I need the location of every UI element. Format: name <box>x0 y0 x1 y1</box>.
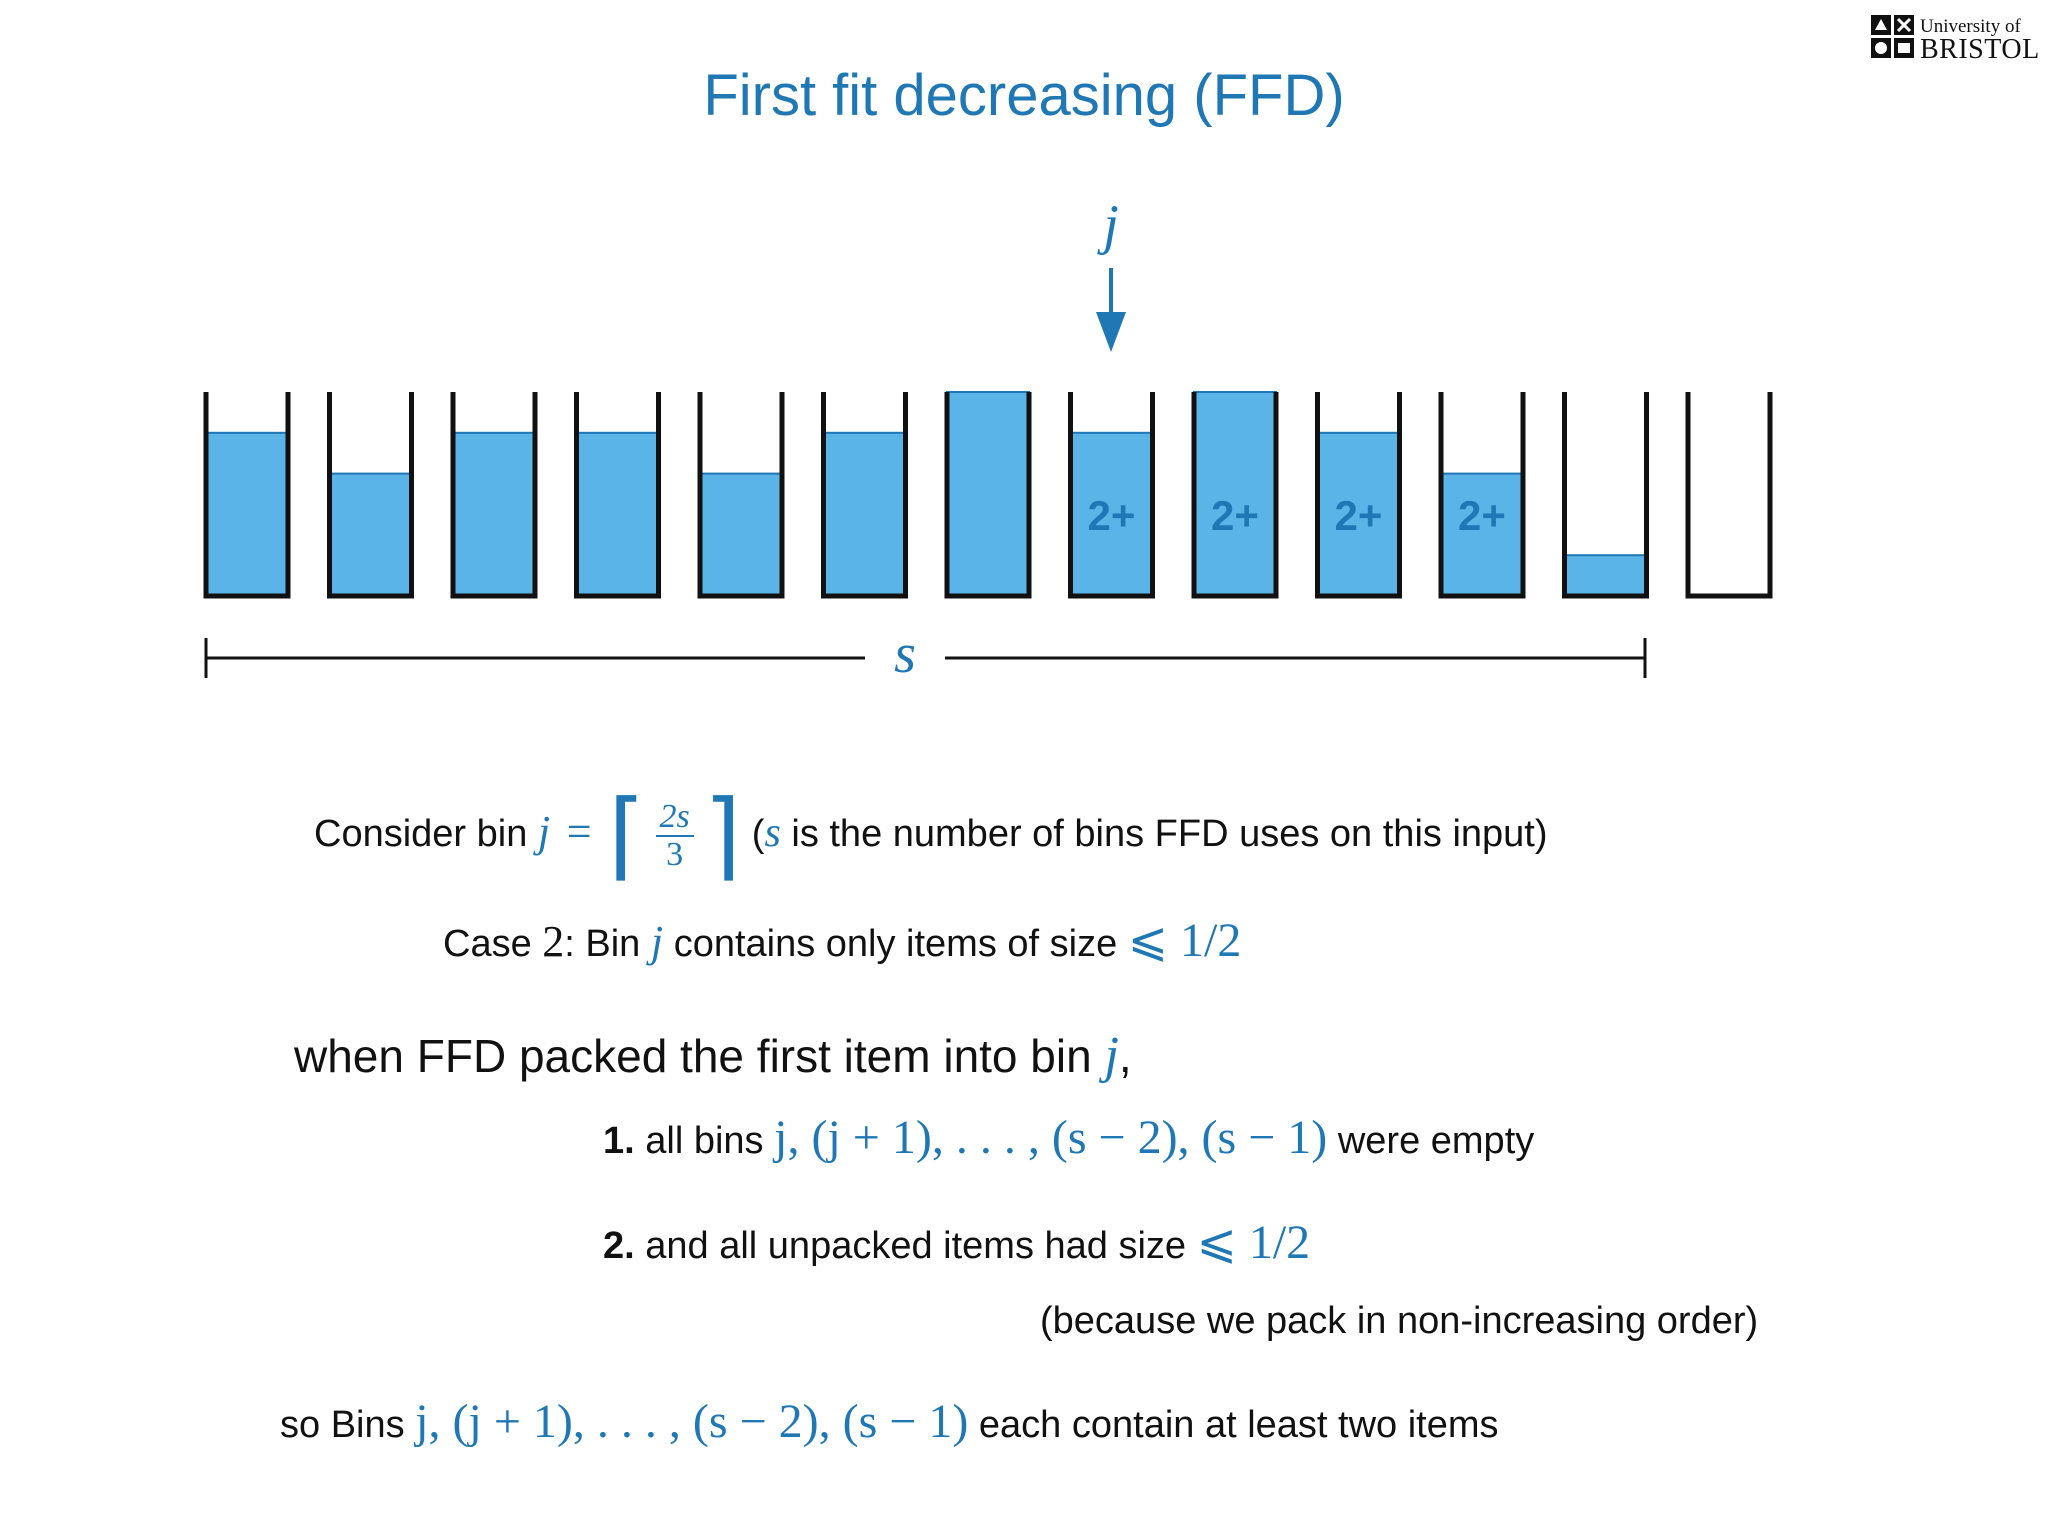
bin-10 <box>1315 392 1402 599</box>
when-var: j <box>1104 1027 1119 1084</box>
bin-fill-12 <box>1563 554 1648 598</box>
bin-11 <box>1438 392 1526 599</box>
fraction-num: 2s <box>659 798 690 835</box>
list-item-2: 2. and all unpacked items had size ⩽ 1/2 <box>603 1214 1310 1270</box>
bin-3 <box>450 392 538 599</box>
bin-6 <box>821 392 908 599</box>
pointer-arrowhead <box>1096 312 1126 352</box>
bin-9 <box>1191 392 1279 599</box>
bin-8 <box>1068 392 1155 599</box>
case-num: 2 <box>542 917 565 966</box>
when-suffix: , <box>1118 1030 1132 1082</box>
bin-label-8: 2+ <box>1088 492 1136 539</box>
list-item-1: 1. all bins j, (j + 1), . . . , (s − 2),… <box>603 1110 1534 1165</box>
logo-bristol: BRISTOL <box>1920 34 2040 65</box>
bin-fill-3 <box>452 431 536 597</box>
bins-group: 2+ 2+ 2+ 2+ <box>203 391 1773 599</box>
because-note: (because we pack in non-increasing order… <box>1040 1300 1759 1342</box>
case-prefix: Case <box>443 923 532 965</box>
fraction-den: 3 <box>666 836 684 873</box>
bin-fill-6 <box>822 431 907 597</box>
fraction: 2s 3 <box>655 798 694 873</box>
ceil-right: ⌉ <box>703 782 742 889</box>
when-line: when FFD packed the first item into bin … <box>294 1026 1132 1085</box>
consider-s: s <box>764 810 781 857</box>
consider-suffix: is the number of bins FFD uses on this i… <box>791 813 1548 856</box>
crest-icon <box>1871 15 1914 58</box>
item1-suffix: were empty <box>1337 1120 1535 1162</box>
bin-1 <box>203 392 291 599</box>
bin-label-9: 2+ <box>1211 492 1259 539</box>
bin-fill-2 <box>328 472 413 598</box>
bin-fill-7 <box>946 391 1030 597</box>
bin-4 <box>574 392 661 599</box>
bin-12 <box>1562 392 1649 599</box>
consider-paren: ( <box>751 813 765 856</box>
case-var: j <box>650 917 664 966</box>
consider-prefix: Consider bin <box>314 813 528 856</box>
when-prefix: when FFD packed the first item into bin <box>294 1030 1092 1082</box>
logo-university-of: University of <box>1920 16 2021 37</box>
bin-13 <box>1685 392 1773 599</box>
bin-fill-5 <box>699 472 783 598</box>
so-suffix: each contain at least two items <box>978 1404 1499 1446</box>
item2-number: 2. <box>603 1225 635 1267</box>
bin-label-10: 2+ <box>1335 492 1383 539</box>
bins-diagram: j 2+ 2+ 2+ 2+ s <box>203 194 1773 685</box>
case-math: ⩽ 1/2 <box>1127 914 1242 967</box>
span-label-s: s <box>894 623 916 685</box>
bin-7 <box>944 392 1032 599</box>
consider-line: Consider bin j = ⌈ 2s 3 ⌉ (s is the number … <box>314 782 1548 889</box>
bin-label-11: 2+ <box>1458 492 1506 539</box>
bin-fill-1 <box>205 431 289 597</box>
item2-math: ⩽ 1/2 <box>1196 1216 1311 1269</box>
bin-2 <box>327 392 414 599</box>
item1-number: 1. <box>603 1120 635 1162</box>
so-math: j, (j + 1), . . . , (s − 2), (s − 1) <box>415 1395 969 1448</box>
bin-5 <box>697 392 785 599</box>
case-mid: : Bin <box>564 923 641 965</box>
bin-fill-4 <box>575 431 660 597</box>
university-logo: University of BRISTOL <box>1868 10 2048 70</box>
conclusion-line: so Bins j, (j + 1), . . . , (s − 2), (s … <box>280 1394 1499 1449</box>
consider-eq: = <box>566 807 592 857</box>
item1-prefix: all bins <box>645 1120 764 1162</box>
bin-fill-8 <box>1069 431 1154 597</box>
case-suffix: contains only items of size <box>673 923 1118 965</box>
item2-prefix: and all unpacked items had size <box>645 1225 1187 1267</box>
consider-var: j <box>537 807 551 857</box>
case-line: Case 2: Bin j contains only items of siz… <box>443 912 1241 968</box>
item1-math: j, (j + 1), . . . , (s − 2), (s − 1) <box>774 1111 1328 1164</box>
ceil-left: ⌈ <box>608 782 646 889</box>
slide-title: First fit decreasing (FFD) <box>703 63 1345 128</box>
pointer-label-j: j <box>1097 194 1119 256</box>
so-prefix: so Bins <box>280 1404 405 1446</box>
